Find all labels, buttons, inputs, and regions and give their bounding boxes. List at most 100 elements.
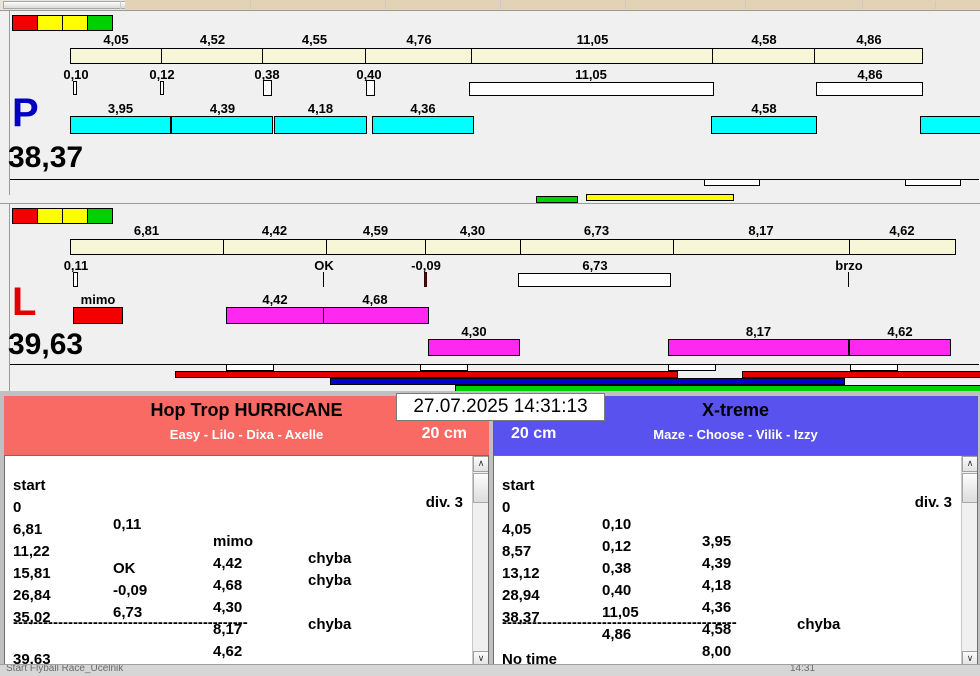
lane-l-run2-label: 4,30 xyxy=(461,324,487,339)
history-bar-blue xyxy=(330,378,845,385)
lane-l-run-label: 4,42 xyxy=(262,292,288,307)
cell-gap: 0,10 xyxy=(602,516,632,533)
lane-p-run-bar xyxy=(711,116,817,134)
cell-run: 3,95 xyxy=(702,533,732,550)
team-left-jump-height: 20 cm xyxy=(421,425,467,442)
cell-run: 4,68 xyxy=(213,577,243,594)
cell-gap: 4,86 xyxy=(602,626,632,643)
cell-start: 35,02 xyxy=(13,609,51,626)
cell-start: 28,94 xyxy=(502,587,540,604)
top-strip-mark xyxy=(862,1,863,9)
top-strip-filler xyxy=(125,0,980,10)
list-item: 0 0,11 mimo chyba xyxy=(13,482,471,567)
list-header-row: start div. 3 xyxy=(502,460,960,511)
lane-p-run-label: 4,58 xyxy=(751,101,777,116)
list-item: 8,57 0,38 4,18 xyxy=(502,526,960,594)
top-scrollbar[interactable] xyxy=(0,0,980,10)
team-left-name: Hop Trop HURRICANE xyxy=(150,400,343,420)
cell-gap: 0,40 xyxy=(602,582,632,599)
team-left-header: Hop Trop HURRICANE Easy - Lilo - Dixa - … xyxy=(4,396,489,455)
lane-l-gap-label: brzo xyxy=(835,258,863,273)
scrollbar-thumb[interactable] xyxy=(962,473,977,503)
clock-display: 27.07.2025 14:31:13 xyxy=(396,393,605,421)
lane-l-split-bar xyxy=(849,239,956,255)
light-green xyxy=(88,209,112,223)
cell-start: 13,12 xyxy=(502,565,540,582)
lane-p-split-bar xyxy=(712,48,815,64)
lane-l-split-label: 8,17 xyxy=(748,223,774,238)
cell-run: mimo xyxy=(213,533,254,550)
cell-run: 4,39 xyxy=(702,555,732,572)
lane-l-split-label: 6,81 xyxy=(133,223,160,238)
taskbar[interactable]: Start Flyball Race_Ucelnik 14:31 xyxy=(0,664,980,676)
list-item: 15,81 -0,09 4,30 chyba xyxy=(13,548,471,633)
cell-run: 8,00 xyxy=(702,643,732,660)
cell-flag: chyba xyxy=(308,550,352,567)
light-red xyxy=(13,209,38,223)
top-strip-mark xyxy=(745,1,746,9)
team-left-scrollbar[interactable]: ∧ ∨ xyxy=(472,456,488,667)
history-bar-white xyxy=(850,364,898,371)
lane-p-split-label: 4,52 xyxy=(199,32,226,47)
lane-l-gap-marker-early xyxy=(424,272,427,287)
lane-l-split-bar xyxy=(673,239,850,255)
list-separator: ----------------------------------------… xyxy=(13,614,248,631)
light-red xyxy=(13,16,38,30)
cell-start: 6,81 xyxy=(13,521,43,538)
team-left: Hop Trop HURRICANE Easy - Lilo - Dixa - … xyxy=(4,396,489,668)
cell-gap: 0,12 xyxy=(602,538,632,555)
lane-l-history-band xyxy=(10,364,980,392)
lane-p-run-bar xyxy=(372,116,474,134)
cell-flag: chyba xyxy=(797,616,841,633)
lane-l-run-label: 4,68 xyxy=(362,292,388,307)
team-left-dogs: Easy - Lilo - Dixa - Axelle xyxy=(169,427,324,442)
team-right-scrollbar[interactable]: ∧ ∨ xyxy=(961,456,977,667)
history-bar-white xyxy=(704,179,760,186)
light-yellow-2 xyxy=(63,16,88,30)
top-strip-mark xyxy=(385,1,386,9)
top-strip-mark xyxy=(625,1,626,9)
lane-l-split-bar xyxy=(326,239,426,255)
lane-p-gap-label: 0,38 xyxy=(254,67,280,82)
list-item: 35,02 4,62 xyxy=(13,592,471,660)
cell-run: 8,17 xyxy=(213,621,243,638)
lane-p-gap-tick xyxy=(366,80,375,96)
lane-p-run-label: 3,95 xyxy=(107,101,134,116)
light-yellow-1 xyxy=(38,209,63,223)
scroll-up-icon[interactable]: ∧ xyxy=(962,456,977,472)
top-strip-mark xyxy=(500,1,501,9)
lane-p-run-label: 4,18 xyxy=(307,101,334,116)
lane-l-run2-bar xyxy=(428,339,520,356)
list-summary-row: 39,63 16,64 xyxy=(13,634,471,667)
team-left-results-list[interactable]: start div. 3 0 0,11 mimo chyba 6,81 4,42… xyxy=(4,455,489,668)
lane-p-split-bar xyxy=(814,48,923,64)
lane-p-left-rail xyxy=(0,11,10,195)
lane-p-run-label: 4,39 xyxy=(209,101,236,116)
list-item: 11,22 OK 4,68 xyxy=(13,526,471,594)
header-start: start xyxy=(502,477,535,494)
top-strip-mark xyxy=(250,1,251,9)
lane-p-gap-label: 11,05 xyxy=(575,67,607,82)
lane-l-run-label: mimo xyxy=(80,292,116,307)
lane-l-left-rail xyxy=(0,204,10,391)
lane-p-gap-box xyxy=(469,82,714,96)
lane-l-gap-marker-brzo xyxy=(848,272,849,287)
taskbar-items[interactable]: Start Flyball Race_Ucelnik xyxy=(6,664,124,674)
team-right-jump-height: 20 cm xyxy=(511,425,557,442)
lane-p-split-label: 4,58 xyxy=(751,32,777,47)
list-item: 38,37 4,86 8,00 xyxy=(502,592,960,660)
lane-l-split-label: 6,73 xyxy=(583,223,610,238)
scrollbar-thumb[interactable] xyxy=(473,473,488,503)
cell-start: 38,37 xyxy=(502,609,540,626)
cell-start: 4,05 xyxy=(502,521,532,538)
scroll-up-icon[interactable]: ∧ xyxy=(473,456,488,472)
cell-flag: chyba xyxy=(308,572,352,589)
cell-start: 8,57 xyxy=(502,543,532,560)
lane-p-gap-tick xyxy=(263,80,272,96)
lane-l-run2-label: 4,62 xyxy=(887,324,913,339)
lane-l-gap-box xyxy=(518,273,671,287)
list-item: 13,12 0,40 4,36 chyba xyxy=(502,548,960,633)
team-right-results-list[interactable]: start div. 3 0 0,10 3,95 4,05 0,12 4,39 xyxy=(493,455,978,668)
lane-l-split-label: 4,62 xyxy=(889,223,915,238)
